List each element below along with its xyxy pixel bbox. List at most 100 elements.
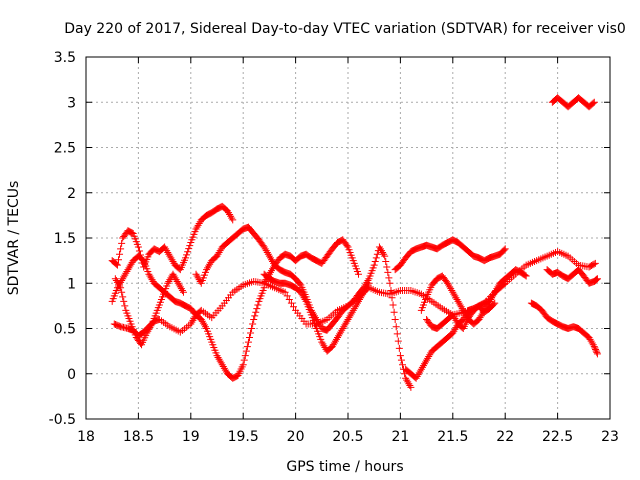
data-point (267, 256, 275, 264)
data-point (313, 315, 321, 323)
series-sat-n (548, 94, 598, 111)
data-point (585, 334, 593, 342)
data-point (421, 360, 429, 368)
data-point (403, 376, 411, 384)
data-point (402, 374, 410, 382)
data-point (134, 243, 142, 251)
data-point (343, 317, 351, 325)
data-point (381, 252, 389, 260)
data-point (589, 99, 597, 107)
data-point (196, 307, 204, 315)
series-sat-e (192, 223, 415, 391)
data-point (242, 347, 250, 355)
data-point (477, 312, 485, 320)
data-point (239, 361, 247, 369)
data-point (185, 245, 193, 253)
data-point (215, 248, 223, 256)
data-point (412, 374, 420, 382)
axis-ticks (85, 56, 611, 420)
data-point (193, 223, 201, 231)
data-point (373, 250, 381, 258)
data-point (118, 288, 126, 296)
x-tick-label: 20.5 (332, 429, 363, 445)
data-point (348, 308, 356, 316)
data-point (300, 294, 308, 302)
data-point (204, 264, 212, 272)
x-tick-label: 21 (391, 429, 409, 445)
data-point (391, 315, 399, 323)
data-point (174, 279, 182, 287)
data-point (592, 347, 600, 355)
data-point (260, 279, 268, 287)
data-point (186, 242, 194, 250)
data-point (522, 272, 530, 280)
data-point (192, 270, 200, 278)
data-point (488, 294, 496, 302)
data-point (346, 312, 354, 320)
data-point (195, 220, 203, 228)
data-point (354, 297, 362, 305)
data-point (116, 282, 124, 290)
data-point (146, 272, 154, 280)
data-point (117, 284, 125, 292)
data-point (484, 299, 492, 307)
data-point (423, 356, 431, 364)
data-point (491, 299, 499, 307)
data-point (287, 299, 295, 307)
data-point (318, 338, 326, 346)
data-point (372, 254, 380, 262)
data-point (124, 266, 132, 274)
data-point (188, 318, 196, 326)
data-point (165, 250, 173, 258)
data-point (379, 248, 387, 256)
data-point (187, 320, 195, 328)
data-point (591, 344, 599, 352)
data-point (588, 339, 596, 347)
data-point (194, 221, 202, 229)
data-point (339, 325, 347, 332)
data-point (593, 350, 601, 358)
data-point (193, 272, 201, 280)
data-point (119, 275, 127, 283)
data-point (353, 299, 361, 307)
data-point (350, 305, 358, 313)
y-tick-label: 1 (67, 276, 76, 292)
y-tick-label: 2 (67, 186, 76, 202)
data-point (253, 305, 261, 313)
data-point (261, 245, 269, 253)
data-point (296, 280, 304, 288)
data-point (262, 247, 270, 255)
data-point (125, 264, 133, 272)
data-point (338, 326, 346, 334)
x-tick-labels: 18 18.5 19 19.5 20 20.5 21 21.5 22 22.5 23 (77, 429, 619, 445)
data-point (144, 327, 152, 335)
data-point (448, 286, 456, 294)
y-tick-label: 1.5 (54, 231, 76, 247)
data-point (143, 329, 151, 337)
data-point (243, 343, 251, 351)
data-point (254, 301, 262, 309)
data-point (335, 332, 343, 340)
data-point (183, 251, 191, 259)
data-point (343, 242, 351, 250)
data-point (349, 306, 357, 314)
data-point (148, 276, 156, 284)
data-point (458, 305, 466, 313)
x-tick-label: 20 (287, 429, 305, 445)
data-point (219, 363, 227, 371)
data-point (454, 297, 462, 305)
data-point (250, 315, 258, 323)
data-point (176, 283, 184, 291)
data-point (120, 273, 128, 281)
data-point (199, 319, 207, 327)
data-point (319, 340, 327, 348)
data-point (395, 344, 403, 352)
data-point (446, 283, 454, 291)
series-sat-m (543, 266, 601, 287)
x-axis-label: GPS time / hours (286, 459, 403, 475)
data-point (167, 254, 175, 262)
data-point (365, 279, 373, 287)
data-point (263, 248, 271, 256)
data-point (120, 297, 128, 305)
data-point (500, 246, 508, 254)
